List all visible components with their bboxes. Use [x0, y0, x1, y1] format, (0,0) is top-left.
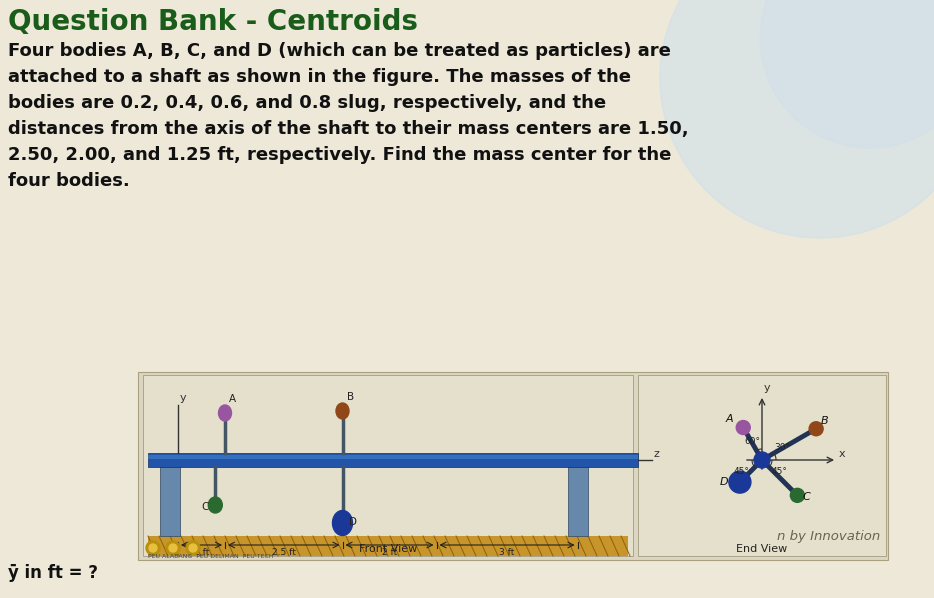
Text: 2.50, 2.00, and 1.25 ft, respectively. Find the mass center for the: 2.50, 2.00, and 1.25 ft, respectively. F…	[8, 146, 672, 164]
Text: A: A	[725, 414, 733, 423]
FancyBboxPatch shape	[148, 536, 628, 556]
Text: 2 ft: 2 ft	[382, 548, 397, 557]
FancyBboxPatch shape	[138, 372, 888, 560]
Text: 45°: 45°	[772, 467, 788, 476]
Circle shape	[754, 452, 770, 468]
Text: four bodies.: four bodies.	[8, 172, 130, 190]
Circle shape	[166, 541, 180, 555]
Text: 30°: 30°	[774, 443, 790, 452]
Text: Question Bank - Centroids: Question Bank - Centroids	[8, 8, 418, 36]
Text: y: y	[180, 393, 187, 403]
Text: y: y	[764, 383, 771, 393]
Text: x: x	[839, 449, 845, 459]
Circle shape	[169, 544, 177, 552]
Text: 45°: 45°	[734, 467, 750, 476]
Text: D: D	[348, 517, 357, 527]
Text: Four bodies A, B, C, and D (which can be treated as particles) are: Four bodies A, B, C, and D (which can be…	[8, 42, 671, 60]
FancyBboxPatch shape	[143, 375, 633, 556]
Text: Front View: Front View	[359, 544, 417, 554]
FancyBboxPatch shape	[148, 455, 638, 459]
Ellipse shape	[809, 422, 823, 436]
Circle shape	[146, 541, 160, 555]
FancyBboxPatch shape	[160, 456, 180, 536]
Text: PEU ALABANG  PEU DELIMAN  PEU TECH: PEU ALABANG PEU DELIMAN PEU TECH	[148, 554, 274, 559]
Ellipse shape	[208, 497, 222, 513]
Text: 2.5 ft: 2.5 ft	[272, 548, 296, 557]
Text: B: B	[347, 392, 354, 402]
Text: D: D	[720, 477, 729, 487]
Ellipse shape	[333, 511, 352, 535]
Ellipse shape	[790, 489, 804, 502]
Text: attached to a shaft as shown in the figure. The masses of the: attached to a shaft as shown in the figu…	[8, 68, 631, 86]
Text: A: A	[229, 394, 236, 404]
FancyBboxPatch shape	[638, 375, 886, 556]
Text: distances from the axis of the shaft to their mass centers are 1.50,: distances from the axis of the shaft to …	[8, 120, 688, 138]
Text: C: C	[202, 502, 208, 512]
Circle shape	[189, 544, 197, 552]
Circle shape	[660, 0, 934, 238]
Text: n by Innovation: n by Innovation	[777, 530, 880, 543]
Ellipse shape	[219, 405, 232, 421]
Ellipse shape	[736, 420, 750, 435]
Text: End View: End View	[736, 544, 787, 554]
Ellipse shape	[336, 403, 349, 419]
Text: C: C	[802, 492, 810, 502]
Ellipse shape	[729, 471, 751, 493]
Text: 3 ft: 3 ft	[500, 548, 515, 557]
FancyBboxPatch shape	[148, 453, 638, 467]
Text: z: z	[654, 449, 659, 459]
Text: bodies are 0.2, 0.4, 0.6, and 0.8 slug, respectively, and the: bodies are 0.2, 0.4, 0.6, and 0.8 slug, …	[8, 94, 606, 112]
Text: 60°: 60°	[744, 437, 760, 446]
Text: 1 ft: 1 ft	[194, 548, 209, 557]
Text: B: B	[821, 416, 828, 426]
FancyBboxPatch shape	[568, 456, 587, 536]
Circle shape	[760, 0, 934, 148]
Text: ȳ in ft = ?: ȳ in ft = ?	[8, 564, 98, 582]
Circle shape	[186, 541, 200, 555]
Circle shape	[149, 544, 157, 552]
